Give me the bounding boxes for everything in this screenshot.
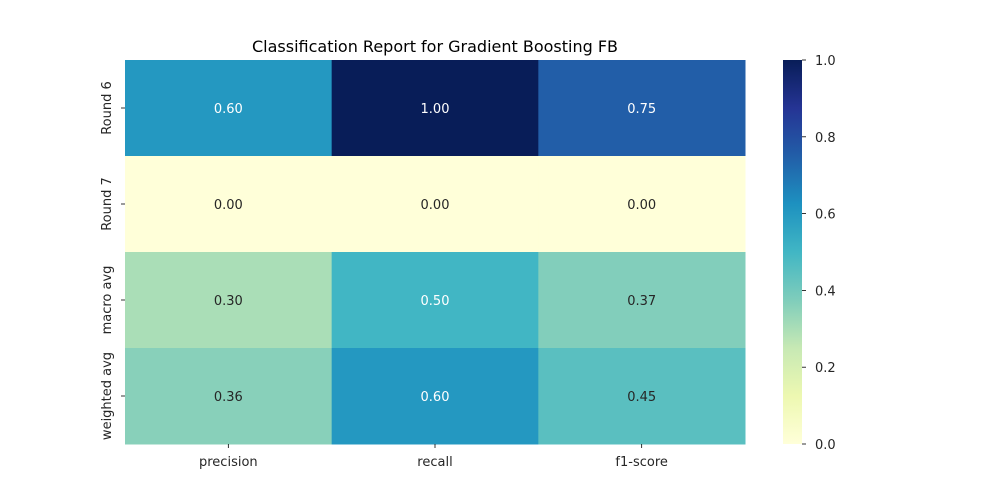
heatmap-cell: [331, 156, 539, 253]
cell-annotation: 0.30: [214, 294, 243, 309]
heatmap-cell: [538, 348, 746, 445]
cell-annotation: 1.00: [421, 102, 450, 117]
y-tick-label: Round 6: [100, 81, 115, 135]
heatmap-cell: [538, 156, 746, 253]
colorbar-tick-label: 0.4: [815, 284, 836, 299]
heatmap-cell: [125, 156, 333, 253]
y-tick-label: Round 7: [100, 177, 115, 231]
y-tick-label: weighted avg: [100, 352, 115, 440]
x-tick-label: precision: [199, 455, 258, 470]
x-axis-ticks: precision recall f1-score: [199, 444, 668, 470]
x-tick-label: recall: [417, 455, 452, 470]
colorbar: [783, 60, 802, 444]
x-tick-label: f1-score: [615, 455, 667, 470]
heatmap-cell: [538, 252, 746, 349]
colorbar-ticks: 0.0 0.2 0.4 0.6 0.8 1.0: [802, 54, 836, 453]
cell-annotation: 0.00: [214, 198, 243, 213]
cell-annotation: 0.60: [214, 102, 243, 117]
colorbar-tick-label: 0.6: [815, 208, 836, 223]
cell-annotation: 0.75: [627, 102, 656, 117]
cell-annotation: 0.60: [421, 390, 450, 405]
heatmap-cell: [125, 348, 333, 445]
heatmap-cell: [331, 252, 539, 349]
cell-annotation: 0.45: [627, 390, 656, 405]
cell-annotation: 0.00: [627, 198, 656, 213]
colorbar-gradient: [783, 60, 802, 444]
y-axis-ticks: Round 6 Round 7 macro avg weighted avg: [100, 81, 125, 440]
colorbar-tick-label: 0.0: [815, 438, 836, 453]
heatmap-cell: [125, 252, 333, 349]
colorbar-tick-label: 1.0: [815, 54, 836, 69]
y-tick-label: macro avg: [100, 266, 115, 335]
colorbar-tick-label: 0.2: [815, 361, 836, 376]
heatmap-cell: [125, 60, 333, 157]
cell-annotation: 0.36: [214, 390, 243, 405]
heatmap-cell: [538, 60, 746, 157]
heatmap-cells: [125, 60, 746, 445]
cell-annotation: 0.00: [421, 198, 450, 213]
cell-annotation: 0.37: [627, 294, 656, 309]
heatmap-cell: [331, 60, 539, 157]
heatmap-cell: [331, 348, 539, 445]
cell-annotations: 0.60 1.00 0.75 0.00 0.00 0.00 0.30 0.50 0.37 0.36…: [214, 102, 656, 405]
chart-title: Classification Report for Gradient Boost…: [252, 37, 618, 56]
cell-annotation: 0.50: [421, 294, 450, 309]
colorbar-tick-label: 0.8: [815, 131, 836, 146]
